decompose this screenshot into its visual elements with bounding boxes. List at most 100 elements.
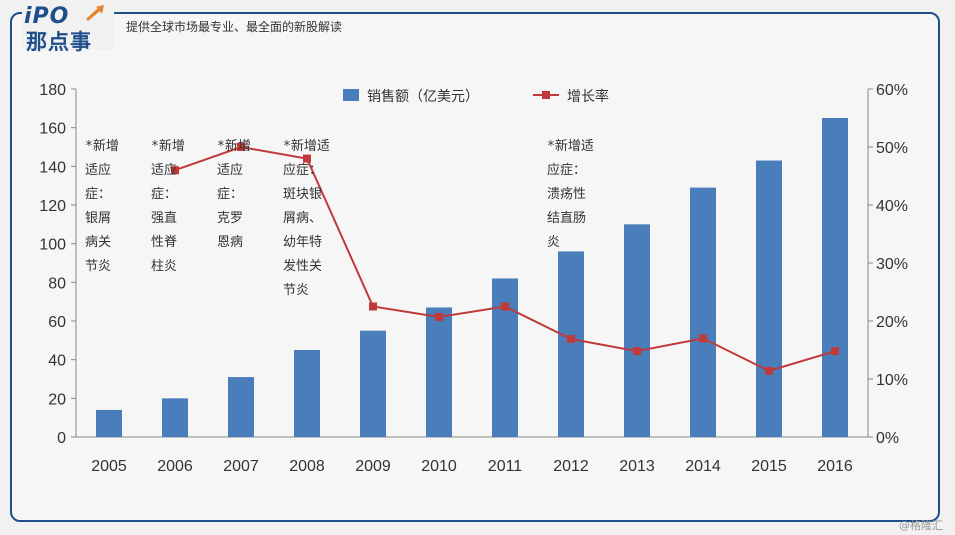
chart-line xyxy=(171,143,839,375)
annotation-line: 溃疡性 xyxy=(547,187,586,202)
chart-legend: 销售额（亿美元） 增长率 xyxy=(343,88,609,105)
tagline: 提供全球市场最专业、最全面的新股解读 xyxy=(122,18,347,35)
annotation-line: 症： xyxy=(151,187,177,202)
legend-swatch-bar xyxy=(343,89,359,101)
annotation-line: 应症： xyxy=(283,162,322,178)
y-left-tick-label: 120 xyxy=(39,198,66,215)
x-tick-label: 2010 xyxy=(421,458,457,475)
y-right-tick-label: 50% xyxy=(876,140,908,157)
annotation-line: 银屑 xyxy=(85,211,111,226)
x-tick-label: 2015 xyxy=(751,458,787,475)
chart-annotations: *新增适应症：银屑病关节炎*新增适应症：强直性脊柱炎*新增适应症：克罗恩病*新增… xyxy=(85,138,594,298)
bar xyxy=(558,251,584,437)
annotation-line: 克罗 xyxy=(217,211,243,226)
bar xyxy=(96,409,122,437)
annotation-line: 性脊 xyxy=(151,235,177,250)
y-left-tick-label: 80 xyxy=(48,275,66,292)
chart-bars xyxy=(96,118,848,438)
annotation-line: 节炎 xyxy=(283,283,309,298)
annotation-line: 应症： xyxy=(547,162,586,178)
x-tick-label: 2008 xyxy=(289,458,325,475)
chart-axes: 0 20 40 60 80 100 120 140 160 180 0% 10% 20% 30% 40% 50… xyxy=(39,82,908,475)
growth-point xyxy=(171,166,179,175)
annotation-line: *新增适 xyxy=(283,138,330,154)
annotation-line: 恩病 xyxy=(217,235,243,250)
growth-point xyxy=(369,302,377,311)
y-left-tick-label: 140 xyxy=(39,159,66,176)
logo-top-text: iPO xyxy=(24,4,70,29)
bar xyxy=(756,160,782,438)
growth-point xyxy=(501,302,509,311)
y-left-tick-label: 20 xyxy=(48,391,66,408)
bar xyxy=(822,118,848,437)
y-right-tick-label: 0% xyxy=(876,430,899,447)
annotation-line: *新增 xyxy=(151,138,185,154)
annotation-line: 节炎 xyxy=(85,259,111,274)
growth-point xyxy=(765,366,773,375)
annotation-line: 柱炎 xyxy=(151,259,177,274)
annotation-line: 症： xyxy=(217,187,243,202)
annotation-line: 病关 xyxy=(85,235,111,250)
growth-point xyxy=(831,347,839,356)
growth-point xyxy=(699,334,707,343)
annotation-line: 幼年特 xyxy=(283,235,322,250)
legend-label-line: 增长率 xyxy=(567,88,609,105)
bar xyxy=(162,398,188,437)
annotation-line: *新增 xyxy=(85,138,119,154)
x-tick-label: 2005 xyxy=(91,458,127,475)
growth-point xyxy=(567,334,575,343)
bar xyxy=(360,330,386,437)
x-tick-label: 2016 xyxy=(817,458,853,475)
y-right-tick-label: 40% xyxy=(876,198,908,215)
legend-swatch-marker xyxy=(542,91,550,99)
y-left-tick-label: 0 xyxy=(57,430,66,447)
legend-label-bar: 销售额（亿美元） xyxy=(367,89,479,105)
growth-point xyxy=(303,154,311,163)
arrow-up-icon xyxy=(86,5,104,21)
y-left-tick-label: 40 xyxy=(48,353,66,370)
growth-point xyxy=(237,143,245,151)
annotation-line: 症： xyxy=(85,187,111,202)
y-right-tick-label: 20% xyxy=(876,314,908,331)
x-tick-label: 2014 xyxy=(685,458,721,475)
logo: iPO 那点事 xyxy=(22,4,114,54)
y-right-tick-label: 30% xyxy=(876,256,908,273)
annotation-line: *新增适 xyxy=(547,138,594,154)
bar xyxy=(690,187,716,437)
x-tick-label: 2009 xyxy=(355,458,391,475)
bar xyxy=(426,307,452,437)
x-tick-label: 2007 xyxy=(223,458,259,475)
annotation-line: 强直 xyxy=(151,211,177,226)
annotation-line: 适应 xyxy=(85,162,111,178)
y-right-tick-label: 60% xyxy=(876,82,908,99)
bar xyxy=(624,224,650,437)
x-tick-label: 2012 xyxy=(553,458,589,475)
y-left-tick-label: 180 xyxy=(39,82,66,99)
logo-bottom-text: 那点事 xyxy=(26,30,92,54)
growth-point xyxy=(633,347,641,356)
x-tick-label: 2013 xyxy=(619,458,655,475)
watermark: @格隆汇 xyxy=(899,519,943,532)
annotation-line: 发性关 xyxy=(283,258,322,274)
x-tick-label: 2006 xyxy=(157,458,193,475)
growth-point xyxy=(435,312,443,321)
annotation-line: 结直肠 xyxy=(547,211,586,226)
y-left-tick-label: 60 xyxy=(48,314,66,331)
annotation-line: *新增 xyxy=(217,138,251,154)
y-left-tick-label: 160 xyxy=(39,121,66,138)
annotation-line: 炎 xyxy=(547,235,560,250)
y-left-tick-label: 100 xyxy=(39,237,66,254)
x-tick-label: 2011 xyxy=(488,458,523,475)
annotation-line: 屑病、 xyxy=(283,211,322,226)
annotation-line: 适应 xyxy=(151,162,177,178)
annotation-line: 斑块银 xyxy=(283,187,322,202)
bar xyxy=(492,278,518,437)
bar xyxy=(228,377,254,437)
bar xyxy=(294,350,320,437)
